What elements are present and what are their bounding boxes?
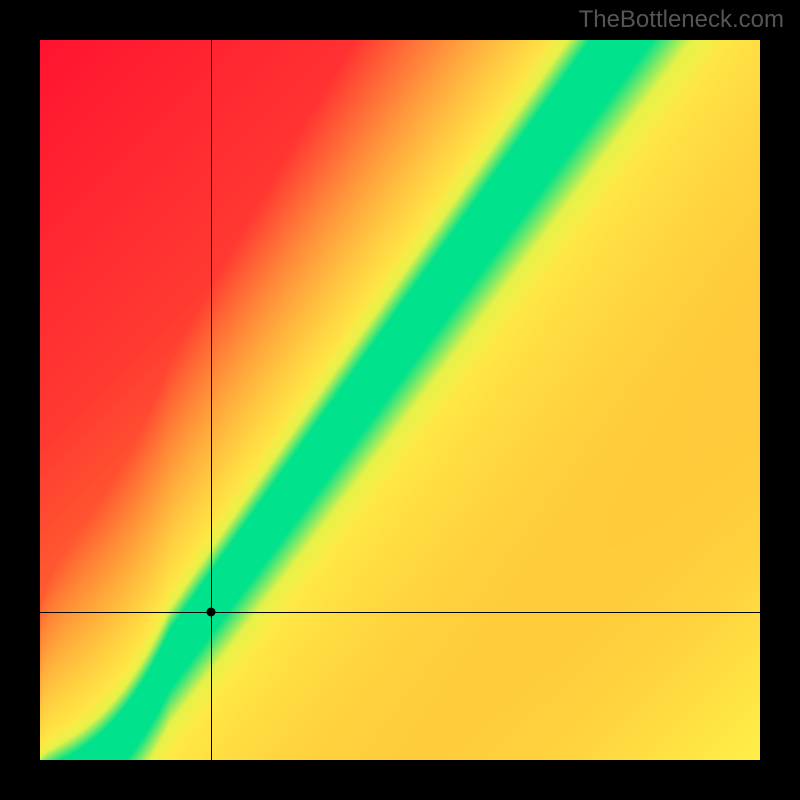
chart-plot-area xyxy=(40,40,760,760)
chart-outer-frame xyxy=(0,0,800,800)
heatmap-canvas xyxy=(40,40,760,760)
chart-container: TheBottleneck.com xyxy=(0,0,800,800)
